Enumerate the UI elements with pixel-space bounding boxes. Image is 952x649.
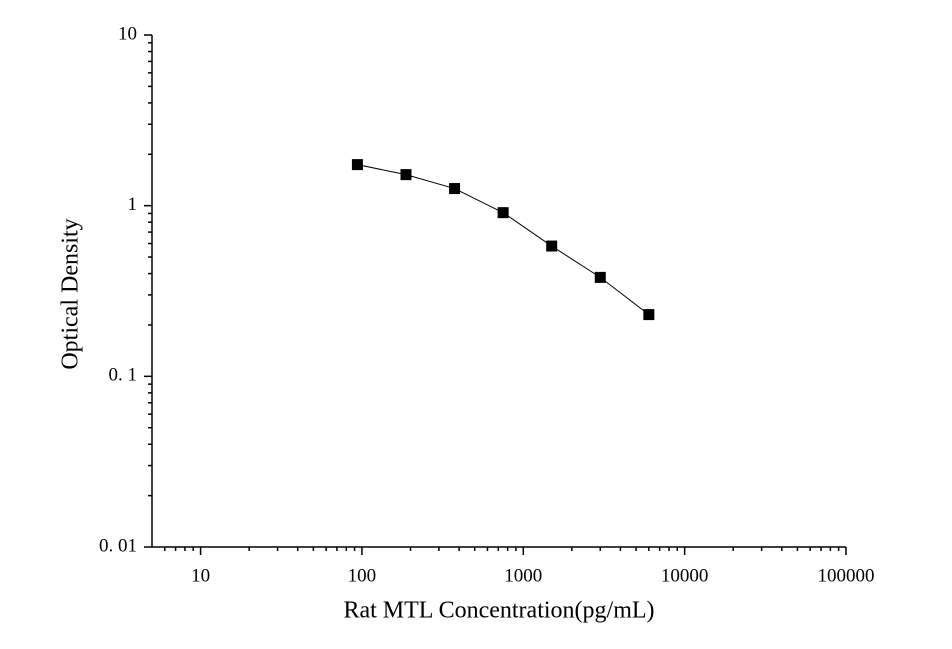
marker bbox=[449, 183, 461, 195]
x-axis-label: Rat MTL Concentration(pg/mL) bbox=[343, 598, 654, 624]
marker bbox=[400, 169, 412, 181]
x-tick-label: 10000 bbox=[661, 565, 709, 586]
x-tick-label: 10 bbox=[191, 565, 210, 586]
marker bbox=[351, 159, 363, 171]
x-tick-label: 1000 bbox=[504, 565, 542, 586]
marker bbox=[643, 309, 655, 321]
y-tick-label: 1 bbox=[128, 194, 138, 215]
x-tick-label: 100 bbox=[348, 565, 377, 586]
marker bbox=[594, 271, 606, 283]
line bbox=[357, 164, 650, 315]
y-axis-label: Optical Density bbox=[58, 218, 84, 369]
marker bbox=[546, 240, 558, 252]
marker bbox=[497, 207, 509, 219]
y-tick-label: 0. 01 bbox=[99, 535, 137, 556]
y-tick-label: 0. 1 bbox=[109, 365, 138, 386]
y-tick-label: 10 bbox=[118, 23, 137, 44]
x-tick-label: 100000 bbox=[818, 565, 875, 586]
